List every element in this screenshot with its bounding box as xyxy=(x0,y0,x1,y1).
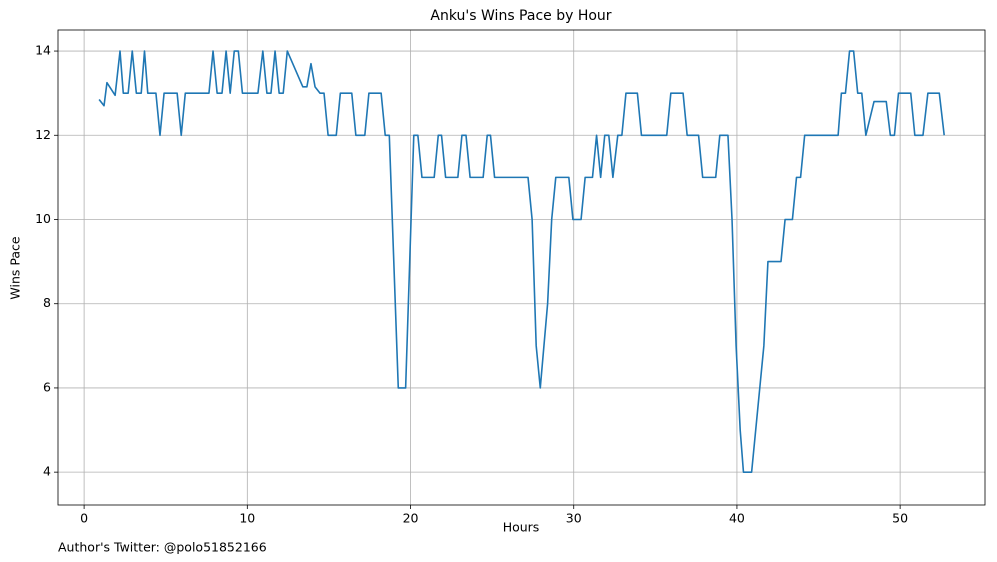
x-tick-label: 0 xyxy=(80,511,88,526)
annotation: Author's Twitter: @polo51852166 xyxy=(58,540,267,555)
y-tick-label: 6 xyxy=(43,379,51,394)
x-tick-label: 30 xyxy=(566,511,582,526)
x-axis-label: Hours xyxy=(503,520,540,535)
x-tick-label: 20 xyxy=(403,511,419,526)
y-tick-label: 10 xyxy=(35,211,51,226)
data-line xyxy=(98,50,945,473)
x-tick-label: 50 xyxy=(892,511,908,526)
x-tick-label: 10 xyxy=(239,511,255,526)
y-tick-label: 4 xyxy=(43,464,51,479)
plot-frame xyxy=(57,29,986,506)
chart-title: Anku's Wins Pace by Hour xyxy=(430,8,611,24)
y-tick-label: 12 xyxy=(35,127,51,142)
x-tick-label: 40 xyxy=(729,511,745,526)
y-tick-label: 8 xyxy=(43,295,51,310)
y-axis-label: Wins Pace xyxy=(8,236,23,299)
y-tick-label: 14 xyxy=(35,43,51,58)
